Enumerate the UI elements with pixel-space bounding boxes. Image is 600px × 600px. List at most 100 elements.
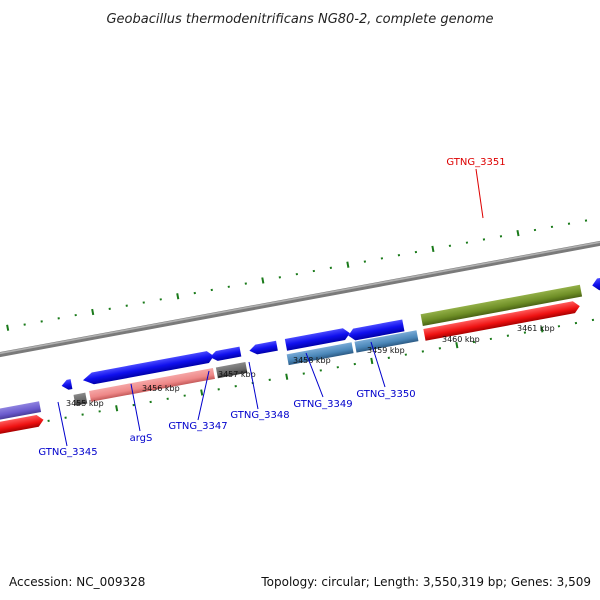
scale-tick-label: 3459 kbp [367, 346, 405, 355]
minor-tick [380, 257, 384, 260]
minor-tick [268, 378, 271, 382]
minor-tick [81, 413, 84, 416]
minor-tick [499, 235, 503, 238]
minor-tick [329, 266, 333, 270]
minor-tick [387, 356, 390, 359]
major-tick [261, 277, 265, 284]
minor-tick [193, 291, 196, 295]
scale-tick-label: 3455 kbp [66, 399, 104, 408]
label-leader-line [248, 361, 259, 410]
label-leader-line [305, 352, 324, 398]
minor-tick [159, 298, 162, 301]
scale-tick-label: 3456 kbp [142, 384, 180, 393]
minor-tick [210, 288, 213, 292]
major-tick [455, 342, 459, 349]
major-tick [431, 245, 435, 253]
minor-tick [574, 321, 578, 325]
minor-tick [557, 325, 561, 328]
label-leader-line [370, 341, 386, 388]
minor-tick [47, 419, 50, 423]
minor-tick [567, 222, 571, 225]
major-tick [91, 308, 95, 316]
scale-ticks [6, 219, 595, 429]
gene-label[interactable]: GTNG_3345 [38, 447, 97, 458]
cds-feature[interactable] [0, 401, 42, 428]
scale-tick-label: 3457 kbp [218, 370, 256, 379]
feature[interactable] [215, 361, 248, 379]
gene-label[interactable]: GTNG_3348 [230, 410, 289, 421]
minor-tick [57, 317, 60, 320]
cds-feature[interactable] [591, 270, 600, 291]
cds-feature[interactable] [82, 350, 215, 386]
minor-tick [142, 301, 145, 304]
minor-tick [234, 384, 237, 388]
major-tick [200, 389, 204, 396]
cds-feature[interactable] [284, 327, 351, 351]
rna-feature[interactable] [89, 368, 215, 402]
minor-tick [584, 219, 588, 222]
major-tick [370, 357, 374, 365]
minor-tick [302, 372, 305, 375]
label-leader-line [475, 168, 484, 219]
minor-tick [312, 269, 316, 273]
minor-tick [448, 244, 452, 247]
cds-feature[interactable] [0, 414, 45, 442]
gene-label[interactable]: GTNG_3350 [356, 389, 415, 400]
cds-feature[interactable] [248, 340, 278, 356]
minor-tick [132, 403, 135, 407]
minor-tick [227, 285, 230, 288]
minor-tick [421, 350, 425, 353]
cds-feature[interactable] [423, 300, 581, 341]
feature[interactable] [73, 392, 88, 406]
genome-title: Geobacillus thermodenitrificans NG80-2, … [106, 12, 493, 27]
gene-label[interactable]: GTNG_3347 [168, 421, 227, 432]
minor-tick [166, 397, 169, 400]
minor-tick [23, 323, 26, 326]
minor-tick [472, 340, 476, 344]
minor-tick [244, 282, 247, 285]
label-leader-line [197, 370, 210, 421]
gene-label[interactable]: GTNG_3351 [446, 157, 505, 168]
minor-tick [533, 228, 537, 232]
minor-tick [363, 260, 367, 263]
minor-tick [40, 320, 43, 323]
minor-tick [64, 416, 67, 419]
gene-label[interactable]: argS [130, 433, 153, 444]
label-leader-line [130, 383, 141, 432]
feature[interactable] [286, 342, 354, 366]
scale-tick-label: 3460 kbp [442, 335, 480, 344]
minor-tick [550, 225, 554, 229]
minor-tick [278, 276, 281, 279]
major-tick [346, 261, 350, 268]
gene-label[interactable]: GTNG_3349 [293, 399, 352, 410]
cds-feature[interactable] [347, 319, 405, 341]
minor-tick [295, 272, 299, 276]
minor-tick [217, 388, 220, 391]
minor-tick [397, 254, 401, 257]
scale-tick-label: 3458 kbp [293, 356, 331, 365]
genome-backbone-shine [0, 227, 600, 368]
major-tick [540, 326, 544, 333]
minor-tick [404, 353, 407, 356]
genome-summary: Topology: circular; Length: 3,550,319 bp… [260, 575, 591, 589]
feature[interactable] [354, 330, 419, 353]
major-tick [516, 230, 520, 237]
genome-map [0, 219, 600, 442]
accession-label: Accession: NC_009328 [9, 575, 145, 589]
minor-tick [438, 347, 442, 350]
minor-tick [489, 337, 493, 341]
tick-labels: 3455 kbp 3456 kbp 3457 kbp 3458 kbp 3459 kbp… [66, 324, 555, 408]
cds-feature[interactable] [420, 284, 583, 327]
minor-tick [183, 394, 186, 397]
minor-tick [149, 400, 152, 404]
major-tick [285, 373, 289, 380]
minor-tick [336, 366, 339, 369]
cds-feature[interactable] [61, 379, 73, 391]
minor-tick [125, 304, 128, 307]
minor-tick [523, 331, 527, 334]
minor-tick [98, 410, 101, 413]
minor-tick [465, 241, 469, 244]
cds-feature[interactable] [209, 346, 242, 362]
